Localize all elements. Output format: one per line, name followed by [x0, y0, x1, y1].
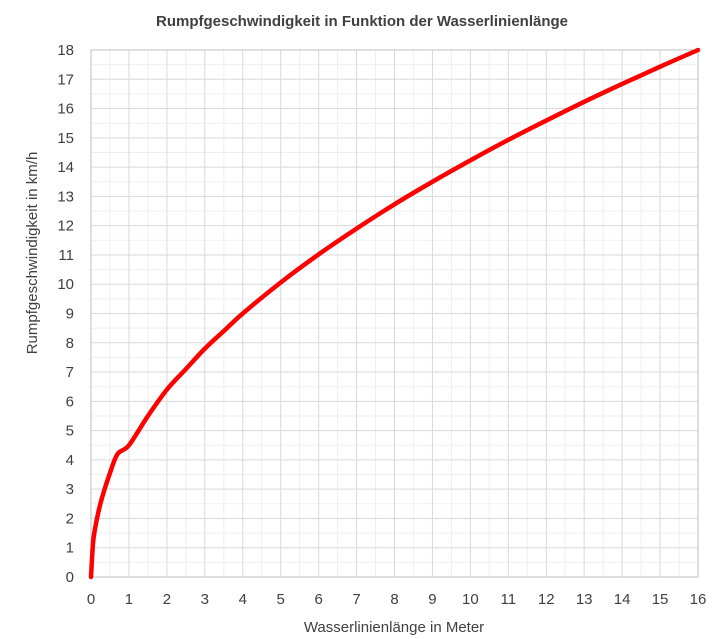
y-tick-label: 1 — [66, 540, 74, 557]
x-tick-label: 1 — [125, 591, 133, 608]
y-tick-label: 15 — [57, 130, 74, 147]
y-tick-label: 14 — [57, 159, 74, 176]
x-tick-label: 3 — [201, 591, 209, 608]
y-tick-label: 10 — [57, 276, 74, 293]
y-tick-label: 8 — [66, 335, 74, 352]
x-tick-label: 7 — [352, 591, 360, 608]
series-line — [88, 47, 701, 580]
y-tick-label: 18 — [57, 42, 74, 59]
y-tick-label: 5 — [66, 423, 74, 440]
x-tick-label: 11 — [501, 591, 517, 608]
x-tick-label: 15 — [652, 591, 669, 608]
y-tick-label: 16 — [57, 101, 74, 118]
x-tick-label: 14 — [614, 591, 631, 608]
y-tick-label: 11 — [58, 247, 74, 264]
y-tick-label: 17 — [57, 71, 74, 88]
x-axis-label: Wasserlinienlänge in Meter — [304, 619, 484, 636]
series-group — [88, 47, 701, 580]
x-tick-label: 10 — [462, 591, 479, 608]
x-tick-label: 12 — [538, 591, 555, 608]
x-tick-label: 9 — [428, 591, 436, 608]
grid — [90, 49, 699, 578]
plot-frame — [90, 49, 699, 578]
x-tick-label: 13 — [576, 591, 593, 608]
y-tick-label: 0 — [66, 569, 74, 586]
x-tick-label: 16 — [690, 591, 707, 608]
x-tick-label: 0 — [87, 591, 95, 608]
y-axis-label: Rumpfgeschwindigkeit in km/h — [24, 152, 41, 355]
y-tick-label: 3 — [66, 481, 74, 498]
x-tick-label: 2 — [163, 591, 171, 608]
y-tick-label: 7 — [66, 364, 74, 381]
x-axis-ticks: 0 1 2 3 4 5 6 7 8 9 10 11 12 13 14 15 16 — [87, 591, 707, 608]
y-tick-label: 9 — [66, 306, 74, 323]
y-tick-label: 6 — [66, 393, 74, 410]
y-tick-label: 13 — [57, 188, 74, 205]
x-tick-label: 6 — [314, 591, 322, 608]
chart-title: Rumpfgeschwindigkeit in Funktion der Was… — [156, 13, 568, 30]
y-tick-label: 4 — [66, 452, 74, 469]
x-tick-label: 8 — [390, 591, 398, 608]
x-tick-label: 4 — [239, 591, 247, 608]
y-tick-label: 2 — [66, 510, 74, 527]
x-tick-label: 5 — [277, 591, 285, 608]
y-tick-label: 12 — [57, 218, 74, 235]
